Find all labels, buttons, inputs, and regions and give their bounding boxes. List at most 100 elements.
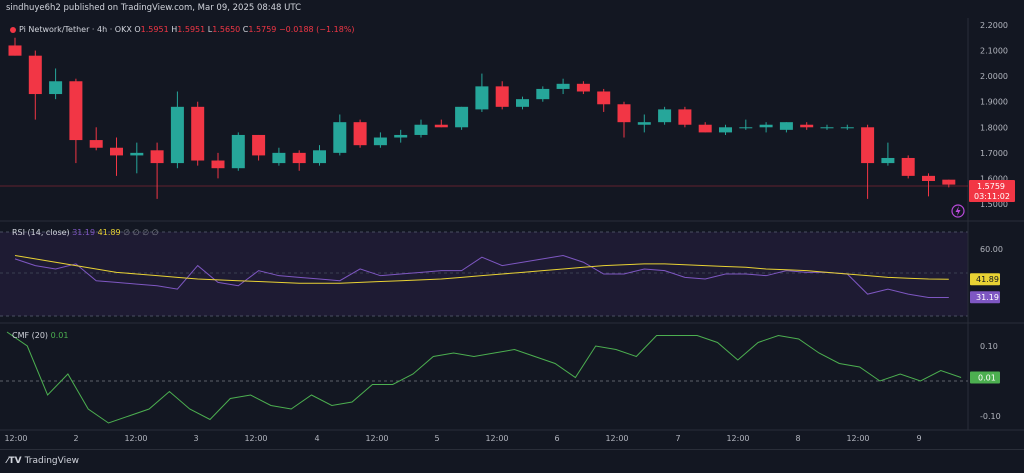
candle-body: [658, 109, 672, 123]
symbol-name[interactable]: Pi Network/Tether · 4h · OKX: [19, 25, 132, 34]
candle-body: [536, 88, 550, 100]
low-label: L: [207, 25, 213, 34]
tv-logo-icon: ⁄TV: [7, 456, 22, 466]
candle-body: [881, 157, 895, 164]
candle-body: [719, 127, 732, 133]
candle-body: [576, 83, 590, 92]
rsi-legend[interactable]: RSI (14, close) 31.19 41.89 ∅ ∅ ∅ ∅: [12, 228, 159, 237]
rsi-ma-badge-label: 41.89: [976, 275, 999, 284]
last-price-label: 1.5759: [977, 182, 1005, 191]
last-price-badge: [969, 180, 1015, 202]
tradingview-logo[interactable]: ⁄TV TradingView: [7, 456, 79, 466]
change-value: −0.0188 (−1.18%): [278, 25, 355, 34]
candle-body: [150, 150, 164, 164]
candle-body: [110, 147, 123, 156]
candle-body: [597, 91, 611, 105]
price-tick-label: 1.9000: [980, 98, 1008, 107]
cmf-legend[interactable]: CMF (20) 0.01: [12, 331, 68, 340]
rsi-value: 31.19: [72, 228, 96, 237]
price-tick-label: 1.6000: [980, 174, 1008, 183]
candle-body: [840, 127, 854, 129]
market-status-icon: [10, 26, 16, 33]
cmf-layer: [6, 331, 962, 424]
price-tick-label: 1.5000: [980, 200, 1008, 209]
lightning-icon[interactable]: [951, 204, 965, 218]
cmf-badge: [970, 371, 1000, 384]
candle-body: [434, 124, 448, 128]
time-tick-label: 8: [795, 434, 800, 443]
candle-body: [89, 140, 103, 148]
price-tick-label: 1.8000: [980, 123, 1008, 132]
rsi-ma-badge: [970, 273, 1000, 286]
rsi-ma-value: 41.89: [97, 228, 121, 237]
footer: ⁄TV TradingView: [0, 449, 1024, 473]
candle-body: [861, 127, 875, 164]
time-tick-label: 12:00: [846, 434, 869, 443]
rsi-layer: [14, 255, 949, 299]
time-tick-label: 12:00: [605, 434, 628, 443]
candle-body: [698, 124, 712, 133]
symbol-legend: Pi Network/Tether · 4h · OKX O1.5951 H1.…: [10, 25, 355, 34]
time-tick-label: 12:00: [244, 434, 267, 443]
candle-body: [292, 152, 306, 164]
candle-body: [333, 122, 347, 153]
rsi-badge: [970, 291, 1000, 304]
close-label: C: [242, 25, 249, 34]
time-tick-label: 6: [554, 434, 559, 443]
rsi-tick-label: 60.00: [980, 245, 1003, 254]
candle-body: [252, 134, 266, 156]
high-label: H: [171, 25, 178, 34]
candle-body: [455, 106, 469, 128]
candle-body: [272, 152, 286, 164]
candle-body: [475, 86, 489, 110]
high-value: 1.5951: [177, 25, 206, 34]
rsi-band: [0, 232, 968, 316]
candle-body: [28, 55, 42, 95]
low-value: 1.5650: [212, 25, 241, 34]
time-tick-label: 7: [675, 434, 680, 443]
published-line: sindhuye6h2 published on TradingView.com…: [6, 3, 302, 13]
candle-body: [495, 86, 509, 107]
cmf-name: CMF (20): [12, 331, 49, 340]
time-tick-label: 12:00: [365, 434, 388, 443]
candle-body: [942, 179, 956, 185]
candle-body: [739, 127, 753, 129]
open-label: O: [134, 25, 141, 34]
candle-body: [800, 124, 814, 128]
open-value: 1.5951: [140, 25, 169, 34]
time-tick-label: 12:00: [4, 434, 27, 443]
axes-layer: 2.2000 2.1000 2.0000 1.9000 1.8000 1.7000 1.60…: [4, 21, 1015, 443]
candle-body: [901, 157, 915, 176]
candle-body: [759, 124, 773, 128]
time-tick-label: 3: [193, 434, 198, 443]
time-tick-label: 4: [314, 434, 319, 443]
countdown-label: 03:11:02: [974, 192, 1010, 201]
candle-body: [820, 127, 834, 129]
time-tick-label: 12:00: [726, 434, 749, 443]
candle-body: [373, 137, 387, 146]
footer-brand: TradingView: [24, 456, 79, 466]
candle-body: [8, 45, 22, 56]
time-tick-label: 2: [73, 434, 78, 443]
time-tick-label: 5: [434, 434, 439, 443]
cmf-tick-label: 0.10: [980, 342, 998, 351]
candle-body: [313, 150, 326, 164]
candle-body: [130, 152, 144, 156]
candle-body: [231, 134, 245, 169]
cmf-tick-label: -0.10: [980, 412, 1001, 421]
price-tick-label: 2.0000: [980, 72, 1008, 81]
rsi-badge-label: 31.19: [976, 293, 999, 302]
rsi-series-line: [14, 255, 949, 299]
time-tick-label: 12:00: [124, 434, 147, 443]
rsi-ma-series-line: [14, 255, 949, 284]
candle-body: [637, 122, 651, 125]
rsi-extra-values: ∅ ∅ ∅ ∅: [123, 228, 159, 237]
candle-body: [414, 124, 428, 135]
candle-body: [922, 175, 935, 181]
price-tick-label: 2.2000: [980, 21, 1008, 30]
candle-body: [69, 81, 83, 141]
cmf-badge-label: 0.01: [978, 374, 996, 383]
candle-body: [556, 83, 570, 89]
rsi-name: RSI (14, close): [12, 228, 70, 237]
